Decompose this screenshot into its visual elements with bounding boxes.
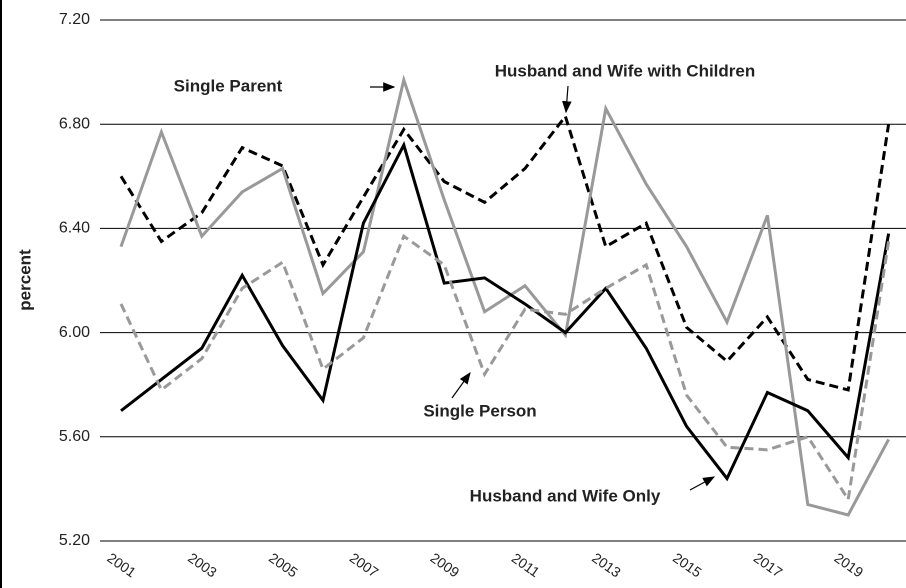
annotation-arrow <box>689 476 716 491</box>
x-tick-label: 2017 <box>751 549 786 580</box>
x-tick-label: 2013 <box>589 549 624 580</box>
series-line <box>120 141 891 482</box>
series-annotation: Husband and Wife with Children <box>495 61 756 80</box>
y-tick-label: 6.80 <box>59 115 90 132</box>
annotation-arrow <box>451 372 471 399</box>
x-tick-label: 2005 <box>266 549 301 580</box>
y-tick-label: 6.40 <box>59 220 90 237</box>
series-line <box>119 74 890 517</box>
series-annotation: Single Person <box>423 401 536 420</box>
x-tick-label: 2015 <box>670 549 705 580</box>
x-tick-label: 2019 <box>832 549 867 580</box>
series-line <box>119 113 891 392</box>
y-tick-label: 7.20 <box>59 11 90 28</box>
series-annotation: Single Parent <box>174 76 283 95</box>
annotation-arrow <box>562 85 572 114</box>
series-line <box>119 233 891 504</box>
y-tick-label: 5.60 <box>59 428 90 445</box>
y-tick-label: 5.20 <box>59 532 90 549</box>
y-axis-label: percent <box>15 249 34 311</box>
x-tick-label: 2009 <box>428 549 463 580</box>
series-annotation: Husband and Wife Only <box>470 486 661 505</box>
x-tick-label: 2003 <box>185 549 220 580</box>
y-tick-label: 6.00 <box>59 324 90 341</box>
x-tick-label: 2001 <box>104 549 139 580</box>
x-tick-label: 2011 <box>509 550 543 580</box>
x-tick-label: 2007 <box>347 549 382 580</box>
